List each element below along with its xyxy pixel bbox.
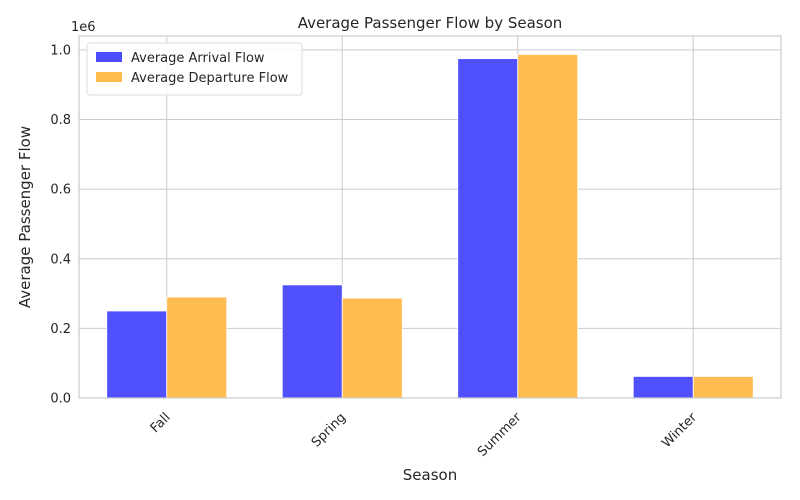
bar-arrival-winter (632, 376, 694, 399)
bar-departure-fall (166, 296, 228, 399)
x-axis-label: Season (403, 466, 457, 484)
bar-arrival-fall (106, 310, 168, 399)
y-tick-label: 0.6 (50, 183, 71, 198)
legend: Average Arrival Flow Average Departure Fl… (86, 42, 303, 96)
legend-swatch (96, 52, 122, 62)
plot-frame (78, 35, 782, 399)
y-tick-labels: 0.0 0.2 0.4 0.6 0.8 1.0 (50, 43, 71, 406)
legend-box (86, 42, 303, 96)
bars (106, 54, 754, 399)
bar-arrival-summer (457, 58, 519, 399)
y-tick-label: 0.4 (50, 252, 71, 267)
y-tick-label: 1.0 (50, 43, 71, 58)
bar-departure-summer (517, 54, 579, 399)
y-tick-label: 0.2 (50, 322, 71, 337)
legend-entry: Average Arrival Flow (131, 51, 265, 66)
chart-title: Average Passenger Flow by Season (298, 14, 563, 32)
legend-entry: Average Departure Flow (131, 71, 289, 86)
bar-arrival-spring (281, 284, 343, 399)
y-tick-label: 0.8 (50, 113, 71, 128)
legend-swatch (96, 72, 122, 82)
y-axis-offset-label: 1e6 (71, 20, 96, 35)
y-tick-label: 0.0 (50, 392, 71, 407)
bar-departure-winter (692, 376, 754, 399)
y-axis-label: Average Passenger Flow (16, 126, 34, 308)
bar-departure-spring (341, 297, 403, 399)
